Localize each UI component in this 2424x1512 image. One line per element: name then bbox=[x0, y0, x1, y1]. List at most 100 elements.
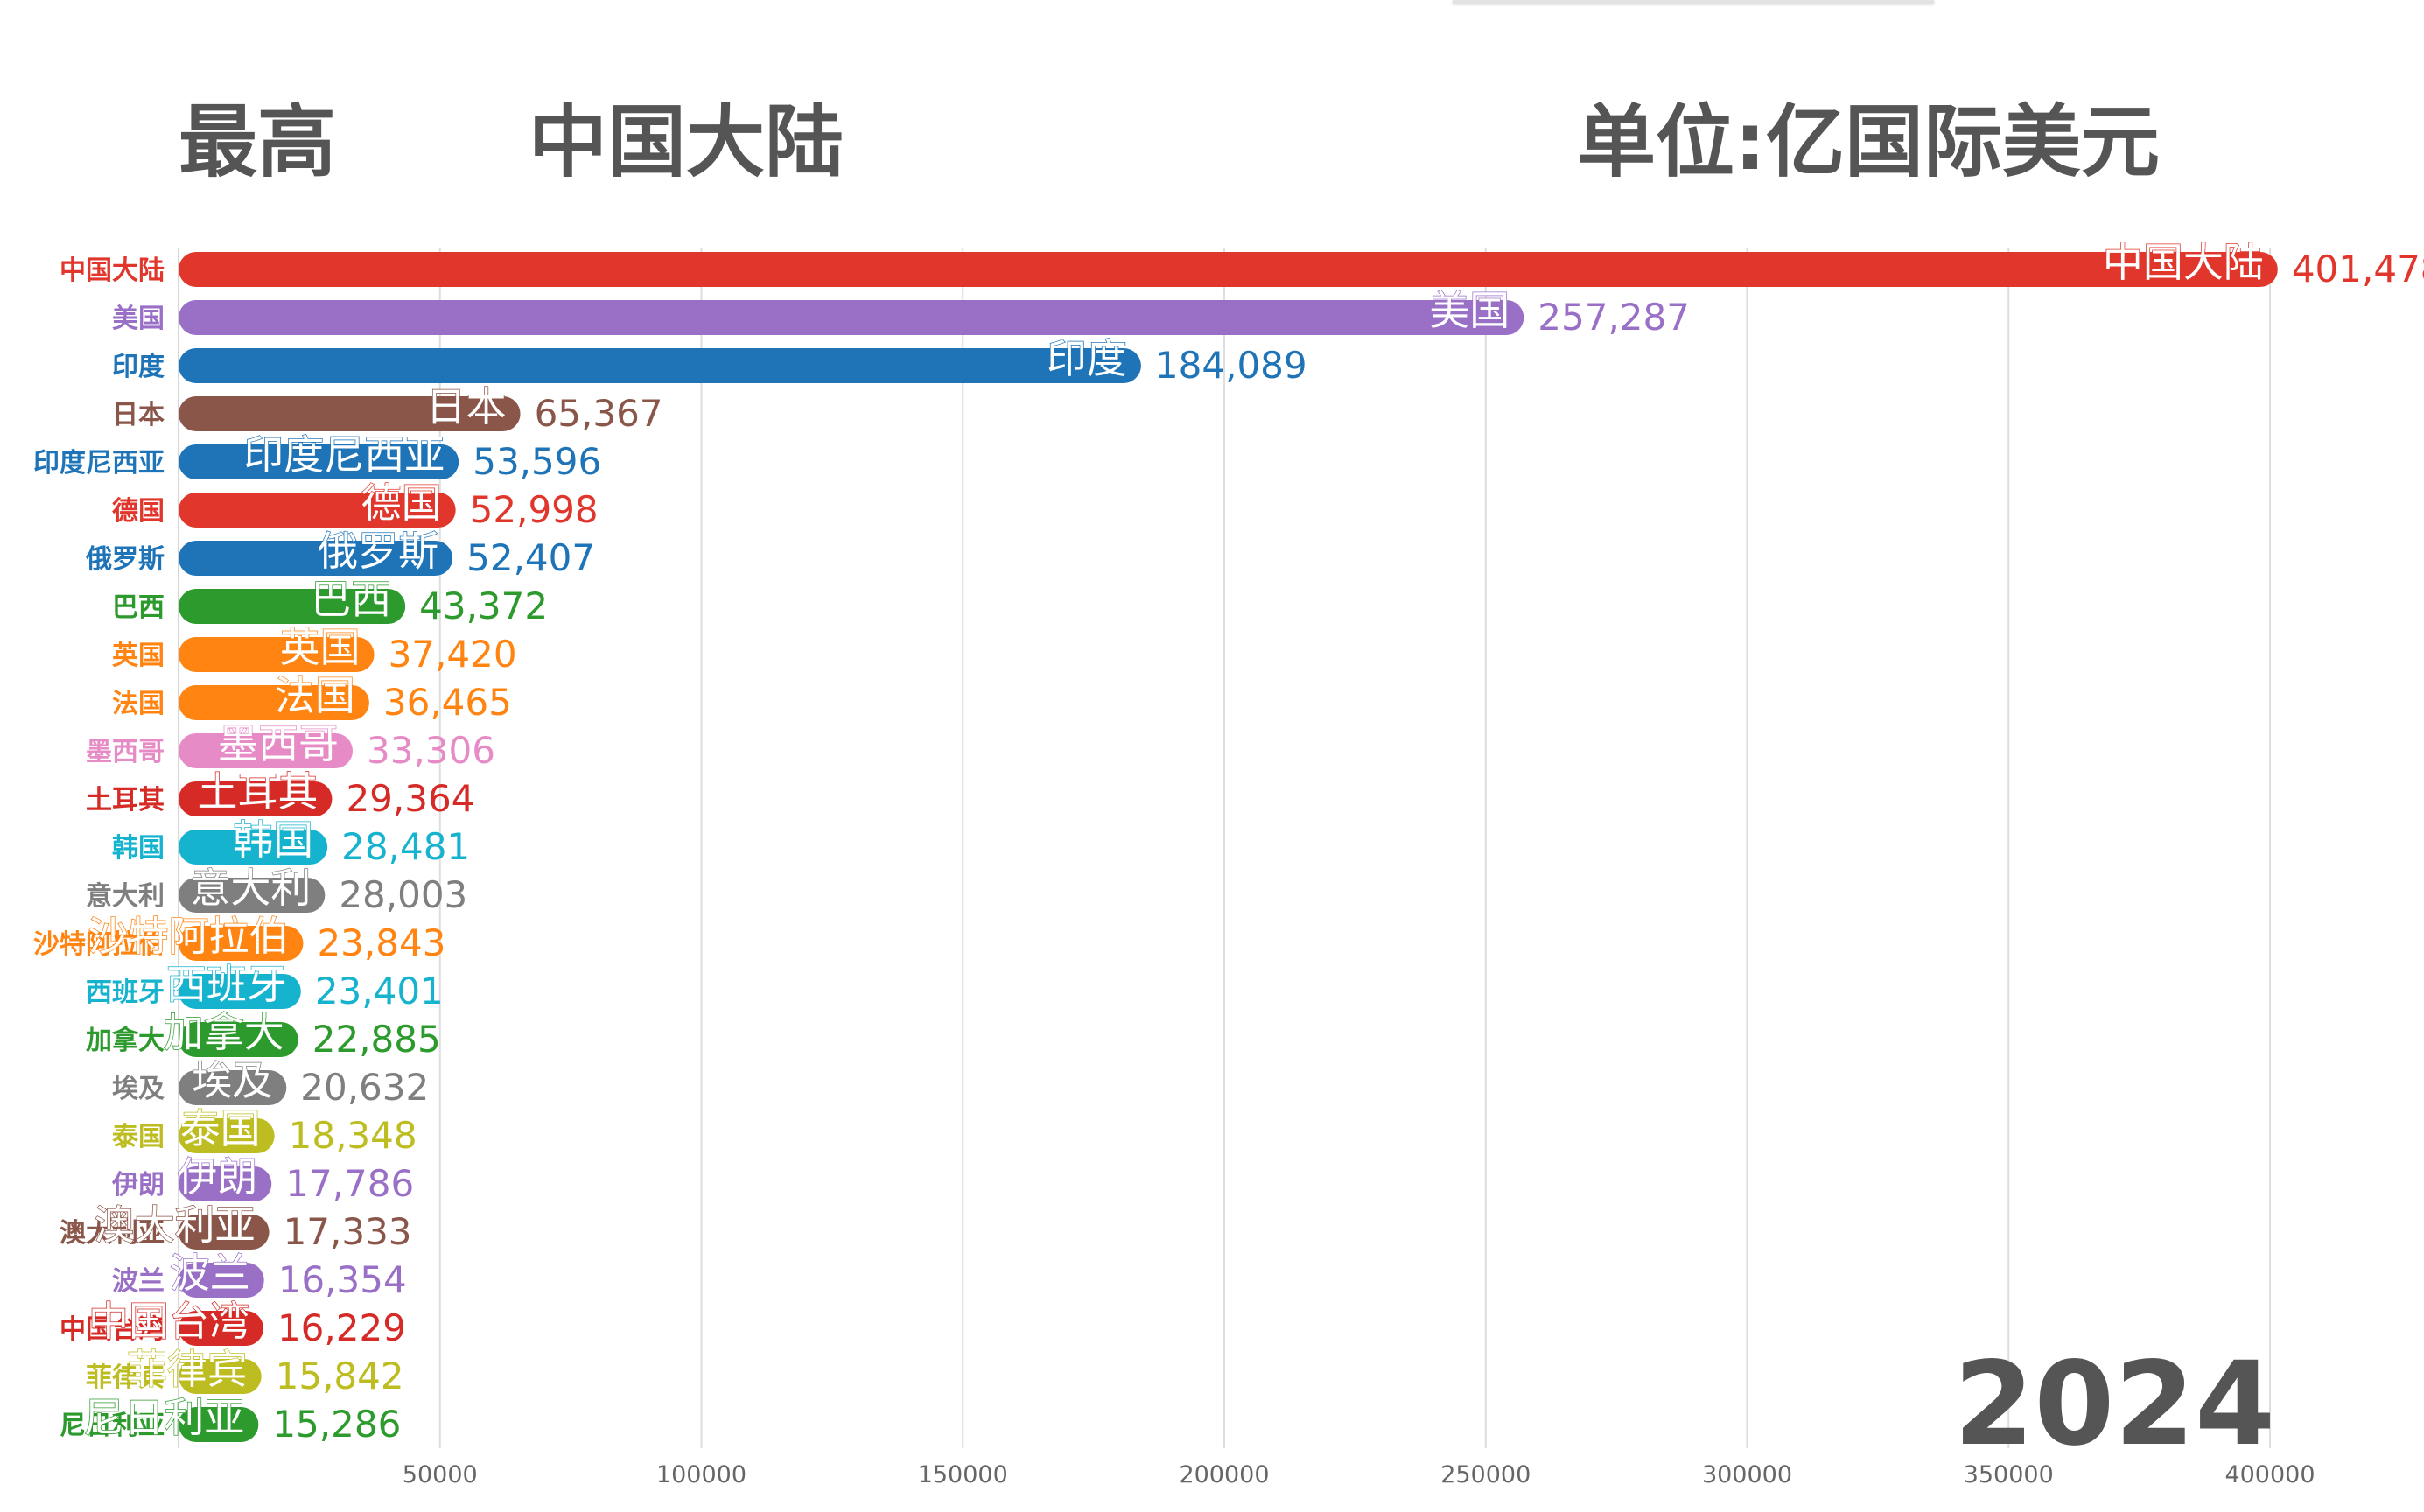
bar bbox=[179, 589, 406, 624]
x-tick-label: 100000 bbox=[656, 1461, 746, 1488]
category-label: 日本 bbox=[112, 400, 165, 430]
category-label: 菲律宾 bbox=[86, 1362, 165, 1393]
value-label: 52,998 bbox=[470, 488, 599, 531]
bar bbox=[179, 1311, 263, 1346]
bar bbox=[179, 1214, 270, 1250]
bar-name-label: 沙特阿拉伯 bbox=[88, 913, 289, 960]
bar bbox=[179, 1022, 298, 1057]
value-label: 16,354 bbox=[278, 1258, 407, 1301]
bar-name-label: 英国 bbox=[280, 624, 361, 671]
value-label: 17,333 bbox=[284, 1210, 412, 1253]
bar-name-label: 澳大利亚 bbox=[95, 1201, 256, 1249]
bar bbox=[179, 1359, 262, 1394]
value-label: 15,286 bbox=[272, 1403, 401, 1446]
category-label: 意大利 bbox=[86, 881, 165, 912]
x-tick-label: 200000 bbox=[1179, 1461, 1269, 1488]
x-tick-label: 300000 bbox=[1702, 1461, 1792, 1488]
bar-name-label: 波兰 bbox=[170, 1250, 250, 1297]
bar-name-label: 巴西 bbox=[311, 576, 391, 623]
bar-name-label: 日本 bbox=[426, 383, 507, 430]
bar bbox=[179, 685, 369, 720]
x-axis-ticks: 50000 100000 150000 200000 250000 300000 35000… bbox=[403, 1461, 2315, 1488]
bar-name-label: 尼日利亚 bbox=[83, 1394, 244, 1441]
category-label: 埃及 bbox=[112, 1074, 165, 1104]
value-label: 184,089 bbox=[1155, 344, 1307, 387]
category-label: 美国 bbox=[112, 304, 165, 334]
bar-name-label: 印度尼西亚 bbox=[243, 431, 445, 479]
max-country: 中国大陆 bbox=[529, 96, 844, 188]
category-label: 俄罗斯 bbox=[85, 544, 165, 575]
bar-name-label: 泰国 bbox=[180, 1105, 261, 1152]
value-label: 20,632 bbox=[300, 1066, 429, 1109]
value-label: 257,287 bbox=[1538, 296, 1690, 339]
x-tick-label: 350000 bbox=[1964, 1461, 2054, 1488]
category-label: 波兰 bbox=[112, 1266, 165, 1297]
value-label: 17,786 bbox=[285, 1162, 414, 1205]
x-tick-label: 50000 bbox=[403, 1461, 478, 1488]
category-label: 中国台湾 bbox=[60, 1314, 165, 1345]
bar-name-label: 中国台湾 bbox=[88, 1298, 249, 1345]
value-label: 401,478 bbox=[2292, 248, 2424, 290]
value-label: 29,364 bbox=[346, 777, 474, 820]
bar-name-label: 中国大陆 bbox=[2103, 239, 2264, 286]
value-label: 37,420 bbox=[389, 633, 517, 676]
bar bbox=[179, 878, 326, 913]
bar-name-label: 法国 bbox=[275, 672, 355, 719]
max-label: 最高 bbox=[179, 96, 336, 188]
bar bbox=[179, 733, 354, 768]
value-label: 28,003 bbox=[339, 873, 467, 916]
gridlines bbox=[178, 248, 2271, 1448]
value-label: 16,229 bbox=[277, 1306, 406, 1349]
bar-name-label: 俄罗斯 bbox=[318, 528, 438, 575]
bar bbox=[179, 252, 2278, 287]
value-label: 23,401 bbox=[315, 970, 444, 1012]
bar bbox=[179, 444, 459, 480]
bar-name-label: 意大利 bbox=[190, 864, 311, 912]
category-label: 加拿大 bbox=[86, 1026, 165, 1056]
bar bbox=[179, 300, 1524, 335]
bar-name-label: 韩国 bbox=[233, 816, 313, 864]
unit-label: 单位:亿国际美元 bbox=[1577, 96, 2160, 188]
value-label: 33,306 bbox=[367, 729, 495, 772]
bar-name-label: 德国 bbox=[361, 480, 442, 527]
x-tick-label: 250000 bbox=[1440, 1461, 1531, 1488]
bar bbox=[179, 830, 328, 864]
category-label: 沙特阿拉伯 bbox=[33, 929, 165, 960]
value-label: 52,407 bbox=[466, 536, 595, 579]
category-label: 尼日利亚 bbox=[60, 1410, 165, 1441]
bar bbox=[179, 1070, 287, 1105]
bar bbox=[179, 1118, 275, 1153]
bar-name-label: 菲律宾 bbox=[127, 1346, 248, 1393]
bar bbox=[179, 348, 1141, 383]
value-label: 22,885 bbox=[312, 1018, 441, 1060]
x-tick-label: 400000 bbox=[2224, 1461, 2315, 1488]
bar-name-label: 土耳其 bbox=[197, 768, 318, 816]
value-label: 28,481 bbox=[341, 825, 470, 868]
bar bbox=[179, 974, 301, 1009]
value-label: 18,348 bbox=[289, 1114, 417, 1157]
bar bbox=[179, 541, 453, 576]
bar bbox=[179, 926, 304, 961]
bar bbox=[179, 1263, 264, 1298]
bars: 中国大陆 中国大陆 401,478 美国 美国 257,287 印度 印度 184,089 日本 日… bbox=[33, 238, 2424, 1446]
value-label: 65,367 bbox=[535, 392, 663, 435]
category-label: 巴西 bbox=[112, 592, 165, 623]
category-label: 德国 bbox=[112, 496, 165, 527]
value-label: 36,465 bbox=[383, 681, 512, 724]
year-label: 2024 bbox=[1954, 1337, 2275, 1472]
value-label: 53,596 bbox=[473, 440, 601, 483]
category-label: 中国大陆 bbox=[60, 256, 165, 286]
bar-name-label: 伊朗 bbox=[177, 1153, 257, 1200]
bar bbox=[179, 493, 456, 528]
category-label: 韩国 bbox=[112, 833, 165, 864]
bar bbox=[179, 637, 375, 672]
bar bbox=[179, 781, 333, 816]
bar-name-label: 美国 bbox=[1429, 287, 1510, 334]
category-label: 法国 bbox=[112, 689, 165, 719]
bar-name-label: 西班牙 bbox=[166, 961, 287, 1008]
category-label: 伊朗 bbox=[111, 1170, 165, 1200]
bar-name-label: 印度 bbox=[1047, 335, 1127, 382]
bar bbox=[179, 1407, 259, 1442]
bar-name-label: 加拿大 bbox=[164, 1009, 284, 1056]
bar bbox=[179, 396, 521, 431]
